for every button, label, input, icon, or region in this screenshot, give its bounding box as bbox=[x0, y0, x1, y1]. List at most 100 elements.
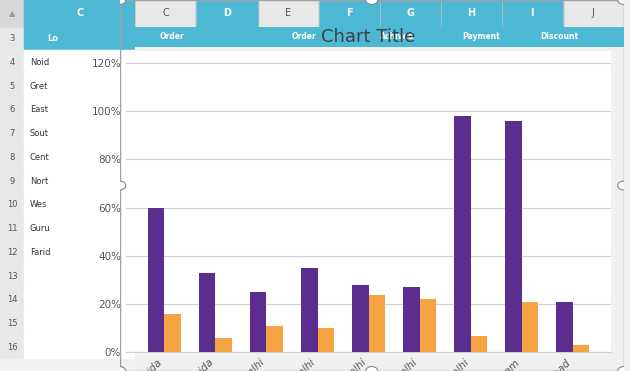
Text: Discount: Discount bbox=[541, 32, 579, 42]
Text: East: East bbox=[30, 105, 48, 114]
Text: 9: 9 bbox=[9, 177, 15, 186]
Bar bbox=[25, 264, 135, 288]
Circle shape bbox=[113, 0, 126, 4]
Circle shape bbox=[617, 181, 630, 190]
Bar bbox=[0, 0, 25, 27]
Text: Cent: Cent bbox=[30, 153, 50, 162]
Text: 10: 10 bbox=[7, 200, 18, 209]
Text: Order: Order bbox=[160, 32, 185, 42]
Bar bbox=[25, 50, 135, 74]
Bar bbox=[0, 98, 25, 122]
Circle shape bbox=[617, 367, 630, 371]
Circle shape bbox=[365, 0, 378, 4]
Text: Wes: Wes bbox=[30, 200, 47, 209]
Bar bbox=[25, 0, 135, 27]
Bar bbox=[148, 208, 164, 352]
Text: 16: 16 bbox=[7, 343, 18, 352]
Text: Noid: Noid bbox=[30, 58, 49, 67]
Bar bbox=[0, 122, 25, 145]
Text: C: C bbox=[76, 9, 84, 18]
Bar bbox=[266, 326, 283, 352]
Text: C: C bbox=[163, 9, 169, 18]
Bar bbox=[0, 288, 25, 312]
Text: Guru: Guru bbox=[30, 224, 50, 233]
Text: 14: 14 bbox=[7, 295, 18, 304]
Text: Sout: Sout bbox=[30, 129, 49, 138]
Bar bbox=[505, 121, 522, 352]
Bar bbox=[440, 0, 501, 27]
Text: I: I bbox=[530, 9, 534, 18]
Bar bbox=[0, 0, 135, 27]
Bar bbox=[25, 312, 135, 335]
Bar bbox=[0, 145, 25, 169]
Bar bbox=[0, 217, 25, 240]
Text: 12: 12 bbox=[7, 248, 18, 257]
Circle shape bbox=[113, 367, 126, 371]
Bar bbox=[369, 295, 385, 352]
Bar bbox=[0, 169, 25, 193]
Text: 5: 5 bbox=[9, 82, 15, 91]
Bar bbox=[25, 27, 135, 50]
Bar bbox=[25, 288, 135, 312]
Title: Chart Title: Chart Title bbox=[321, 29, 416, 46]
Bar bbox=[0, 335, 25, 359]
Bar bbox=[199, 273, 215, 352]
Bar bbox=[522, 302, 538, 352]
Circle shape bbox=[113, 181, 126, 190]
Text: E: E bbox=[285, 9, 291, 18]
Text: Farid: Farid bbox=[30, 248, 50, 257]
Bar bbox=[25, 98, 135, 122]
Bar bbox=[25, 193, 135, 217]
Bar bbox=[352, 285, 369, 352]
Bar bbox=[25, 27, 135, 50]
Bar bbox=[379, 0, 440, 27]
Bar bbox=[25, 169, 135, 193]
Bar bbox=[0, 264, 25, 288]
Text: Order: Order bbox=[292, 32, 316, 42]
Text: Achived: Achived bbox=[379, 32, 414, 42]
Bar bbox=[25, 217, 135, 240]
Bar bbox=[25, 240, 135, 264]
Text: 3: 3 bbox=[9, 34, 15, 43]
Text: F: F bbox=[346, 9, 352, 18]
Text: 7: 7 bbox=[9, 129, 15, 138]
Text: G: G bbox=[406, 9, 414, 18]
Text: 8: 8 bbox=[9, 153, 15, 162]
Bar bbox=[25, 145, 135, 169]
Text: ▲: ▲ bbox=[9, 9, 16, 18]
Text: Gret: Gret bbox=[30, 82, 48, 91]
Bar bbox=[0, 240, 25, 264]
Bar bbox=[164, 314, 181, 352]
Text: J: J bbox=[592, 9, 595, 18]
Text: 13: 13 bbox=[7, 272, 18, 280]
Text: D: D bbox=[223, 9, 231, 18]
Bar bbox=[25, 74, 135, 98]
Bar bbox=[25, 335, 135, 359]
Bar bbox=[318, 328, 334, 352]
Bar bbox=[0, 50, 25, 74]
Text: 4: 4 bbox=[9, 58, 15, 67]
Bar bbox=[0, 193, 25, 217]
Bar bbox=[420, 299, 436, 352]
Bar bbox=[573, 345, 589, 352]
Bar bbox=[0, 74, 25, 98]
Bar bbox=[403, 287, 420, 352]
Text: Lo: Lo bbox=[47, 34, 59, 43]
Text: H: H bbox=[467, 9, 475, 18]
Bar bbox=[0, 27, 25, 50]
Bar bbox=[215, 338, 232, 352]
Bar bbox=[0, 312, 25, 335]
Bar bbox=[25, 122, 135, 145]
Text: Nort: Nort bbox=[30, 177, 48, 186]
Text: 11: 11 bbox=[7, 224, 18, 233]
Bar bbox=[556, 302, 573, 352]
Circle shape bbox=[365, 367, 378, 371]
Circle shape bbox=[617, 0, 630, 4]
Bar bbox=[250, 292, 266, 352]
Bar bbox=[471, 335, 487, 352]
Bar bbox=[319, 0, 379, 27]
Text: 6: 6 bbox=[9, 105, 15, 114]
Text: 15: 15 bbox=[7, 319, 18, 328]
Bar bbox=[454, 116, 471, 352]
Bar bbox=[197, 0, 258, 27]
